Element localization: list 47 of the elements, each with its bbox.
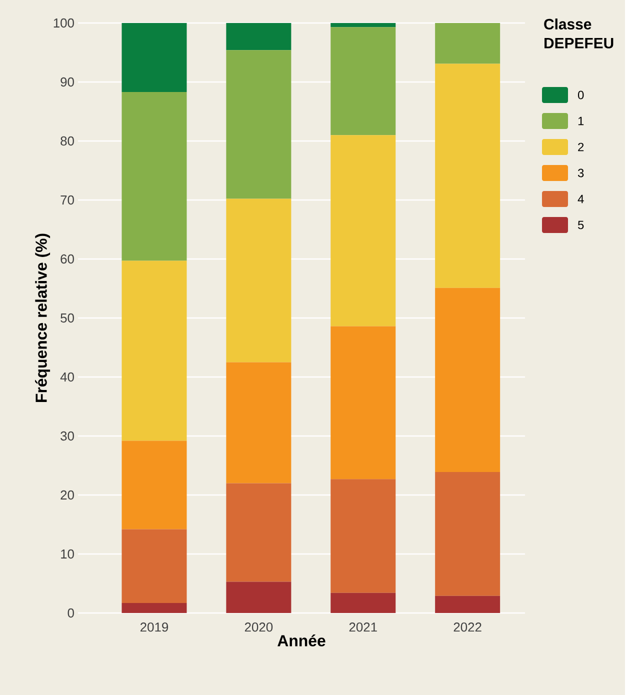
y-tick-label: 50 xyxy=(60,313,74,323)
legend-label: 5 xyxy=(578,220,584,230)
bar xyxy=(122,440,187,530)
legend-label: 1 xyxy=(578,116,584,126)
bar xyxy=(435,64,500,288)
bar xyxy=(330,22,396,28)
bar xyxy=(122,529,187,603)
bar xyxy=(226,198,292,362)
y-tick-label: 100 xyxy=(54,18,74,28)
legend-label: 2 xyxy=(578,142,584,152)
bar xyxy=(226,483,292,582)
y-tick-label: 40 xyxy=(60,372,74,382)
y-tick-label: 10 xyxy=(61,549,74,559)
bar xyxy=(122,92,187,261)
y-tick-label: 20 xyxy=(60,490,74,500)
y-tick-label: 0 xyxy=(68,608,74,618)
x-tick-label: 2022 xyxy=(454,622,482,632)
y-tick-label: 70 xyxy=(60,195,74,205)
y-tick-label: 90 xyxy=(60,77,74,87)
x-axis-title: Année xyxy=(278,634,326,646)
bar xyxy=(330,326,396,480)
y-tick-label: 60 xyxy=(60,254,74,264)
bar xyxy=(226,50,292,199)
y-tick-label: 30 xyxy=(60,431,74,441)
legend-title: Classe DEPEFEU xyxy=(544,18,614,48)
bar xyxy=(435,288,500,472)
bar xyxy=(435,22,500,64)
bar xyxy=(226,22,292,50)
x-tick-label: 2019 xyxy=(140,622,168,632)
bar xyxy=(122,602,187,613)
bar xyxy=(330,479,396,593)
bar xyxy=(330,135,396,326)
bar xyxy=(122,22,187,92)
legend-label: 3 xyxy=(578,168,584,178)
bar xyxy=(330,592,396,613)
y-axis-title: Fréquence relative (%) xyxy=(35,234,50,402)
y-tick-label: 80 xyxy=(60,136,74,146)
bar xyxy=(226,582,292,613)
x-tick-label: 2020 xyxy=(245,622,273,632)
legend-label: 4 xyxy=(578,194,584,204)
bar xyxy=(330,27,396,136)
bar xyxy=(226,362,292,484)
bar xyxy=(435,472,500,596)
x-tick-label: 2021 xyxy=(349,622,377,632)
bar xyxy=(122,260,187,441)
legend-label: 0 xyxy=(578,90,584,100)
bar xyxy=(435,596,500,613)
